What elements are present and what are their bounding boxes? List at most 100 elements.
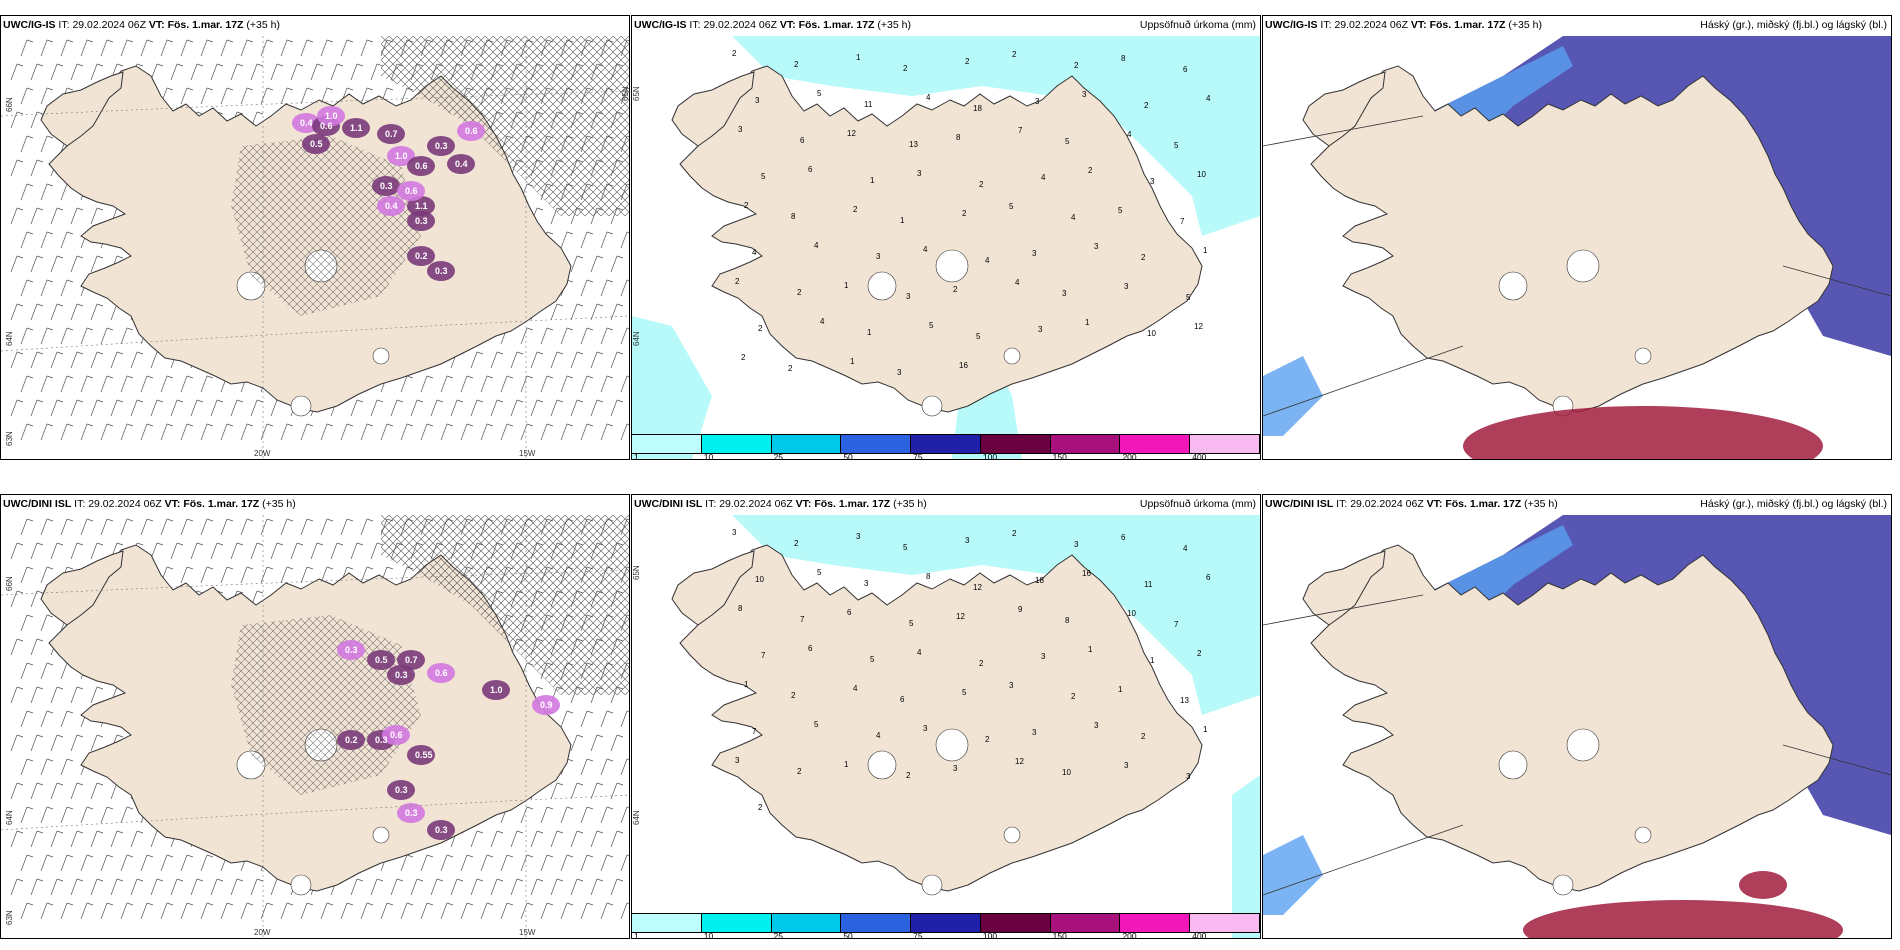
wind-barb-flag (576, 734, 584, 738)
legend-tick-label: 1 (634, 931, 639, 939)
snow-value-label: 0.4 (300, 118, 313, 128)
wind-barb-flag (26, 902, 34, 906)
wind-barb (220, 423, 228, 441)
wind-barb-flag (76, 207, 84, 211)
wind-barb-flag (96, 878, 104, 882)
wind-barb (500, 423, 508, 441)
legend-tick-label: 1 (634, 452, 639, 460)
wind-barb (50, 734, 58, 752)
wind-barb-flag (36, 303, 44, 307)
wind-barb-flag (246, 566, 254, 570)
snow-value-label: 1.0 (395, 151, 408, 161)
wind-barb-flag (66, 423, 74, 427)
precip-value-label: 2 (735, 277, 740, 286)
wind-barb (30, 734, 38, 752)
precip-value-label: 3 (735, 756, 740, 765)
wind-barb-flag (266, 423, 274, 427)
wind-barb-flag (366, 566, 374, 570)
wind-barb-flag (426, 375, 434, 379)
wind-barb-flag (116, 351, 124, 355)
wind-barb (240, 423, 248, 441)
wind-barb (590, 351, 598, 369)
wind-barb (60, 279, 68, 297)
wind-barb (140, 902, 148, 920)
wind-barb-flag (326, 39, 334, 43)
precip-value-label: 4 (752, 248, 757, 257)
wind-barb-flag (576, 303, 584, 307)
lat-label-63n: 63N (5, 910, 14, 925)
wind-barb (20, 183, 28, 201)
wind-barb (180, 375, 188, 393)
wind-barb (260, 423, 268, 441)
legend-tick-label: 50 (843, 452, 853, 460)
wind-barb-flag (46, 183, 54, 187)
precip-value-label: 3 (1094, 721, 1099, 730)
region-lines (1263, 115, 1891, 417)
wind-barb-flag (626, 327, 629, 330)
wind-barb-flag (366, 518, 374, 522)
wind-barb-flag (96, 207, 104, 211)
graticule (1, 36, 629, 459)
snow-value-label: 0.6 (465, 126, 478, 136)
wind-barb-flag (546, 327, 554, 331)
hatch-region-inland (231, 136, 421, 316)
wind-barb-flag (176, 399, 184, 403)
precip-value-label: 4 (926, 93, 931, 102)
wind-barb-flag (36, 734, 44, 738)
snow-blob (397, 650, 425, 670)
wind-barb-flag (486, 423, 494, 427)
wind-barb (590, 399, 598, 417)
snow-value-label: 0.5 (310, 139, 323, 149)
wind-barb-flag (326, 518, 334, 522)
wind-barb (350, 399, 358, 417)
wind-barb (60, 183, 68, 201)
precip-value-label: 5 (976, 332, 981, 341)
legend-tick-label: 100 (982, 931, 998, 939)
precip-value-label: 2 (903, 64, 908, 73)
wind-barb (150, 878, 158, 896)
wind-barb (70, 63, 78, 81)
lat-label-64n-side: 64N (632, 331, 641, 346)
wind-barb (130, 878, 138, 896)
precip-value-label: 3 (906, 292, 911, 301)
wind-barb (600, 806, 608, 824)
lon-label-15w: 15W (519, 928, 536, 937)
wind-barb (240, 39, 248, 57)
wind-barb-flag (96, 63, 104, 67)
wind-barb-flag (596, 734, 604, 738)
wind-barb (70, 830, 78, 848)
wind-barb (130, 399, 138, 417)
wind-barb-flag (476, 878, 484, 882)
wind-barb-flag (346, 902, 354, 906)
wind-barb (90, 351, 98, 369)
wind-barb (240, 566, 248, 584)
precip-value-label: 8 (1065, 616, 1070, 625)
wind-barb-flag (226, 423, 234, 427)
wind-barb (180, 566, 188, 584)
snow-value-label: 0.9 (540, 700, 553, 710)
snow-value-label: 0.2 (415, 251, 428, 261)
wind-barb (550, 351, 558, 369)
legend-bin (1050, 435, 1121, 453)
snow-blob (377, 124, 405, 144)
precip-value-label: 2 (1088, 166, 1093, 175)
wind-barb (10, 590, 18, 608)
wind-barb (340, 518, 348, 536)
cloud-high-patch (1739, 871, 1787, 899)
westfjords-land (40, 71, 124, 147)
wind-barb-flag (16, 159, 24, 163)
wind-barb-flag (266, 566, 274, 570)
wind-barb-flag (546, 854, 554, 858)
wind-barb (270, 542, 278, 560)
wind-barb-flag (306, 518, 314, 522)
precip-value-label: 5 (929, 321, 934, 330)
wind-barb-flag (16, 830, 24, 834)
wind-barb-flag (56, 782, 64, 786)
wind-barb-flag (176, 63, 184, 67)
wind-barb-flag (506, 375, 514, 379)
wind-barb-flag (16, 734, 24, 738)
legend-tick-label: 75 (913, 931, 923, 939)
wind-barb-flag (246, 518, 254, 522)
wind-barb-flag (16, 111, 24, 115)
precip-value-label: 6 (847, 608, 852, 617)
